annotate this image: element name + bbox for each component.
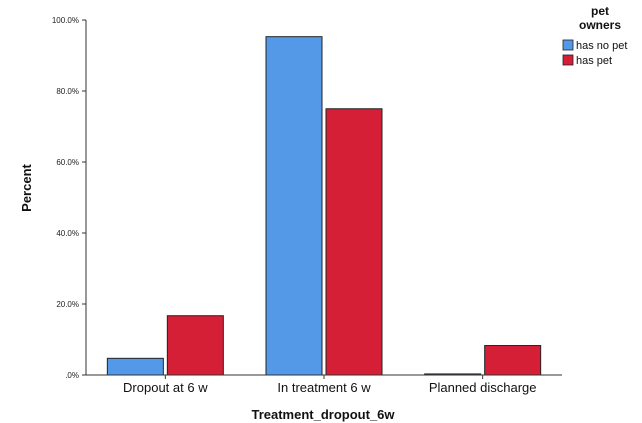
bar-has-pet (325, 108, 383, 376)
legend-label-has-pet: has pet (576, 55, 612, 67)
legend-swatch-has-pet (562, 54, 574, 66)
y-tick-label: 40.0% (56, 229, 79, 238)
bar-has-pet (166, 315, 224, 376)
x-tick-label: Planned discharge (429, 380, 537, 395)
bar-has-no-pet (265, 36, 323, 376)
y-tick-label: 100.0% (52, 16, 79, 25)
legend: pet owners has no pet has pet (562, 4, 627, 67)
bar-has-no-pet (106, 357, 164, 376)
x-axis-title: Treatment_dropout_6w (251, 407, 395, 422)
x-tick-label: Dropout at 6 w (123, 380, 208, 395)
y-tick-label: 80.0% (56, 87, 79, 96)
y-tick-label: 20.0% (56, 300, 79, 309)
y-axis-title: Percent (19, 163, 34, 211)
legend-title-line-1: pet (591, 4, 609, 18)
bar-has-pet (484, 345, 542, 376)
x-tick-label: In treatment 6 w (277, 380, 371, 395)
legend-swatch-has-no-pet (562, 39, 574, 51)
x-axis: Dropout at 6 w In treatment 6 w Planned di… (86, 374, 562, 395)
y-tick-label: .0% (65, 371, 79, 380)
legend-label-has-no-pet: has no pet (576, 40, 627, 52)
bars (106, 36, 542, 376)
y-axis: .0% 20.0% 40.0% 60.0% 80.0% 100.0% (52, 16, 87, 380)
y-tick-label: 60.0% (56, 158, 79, 167)
legend-title-line-2: owners (579, 18, 621, 32)
